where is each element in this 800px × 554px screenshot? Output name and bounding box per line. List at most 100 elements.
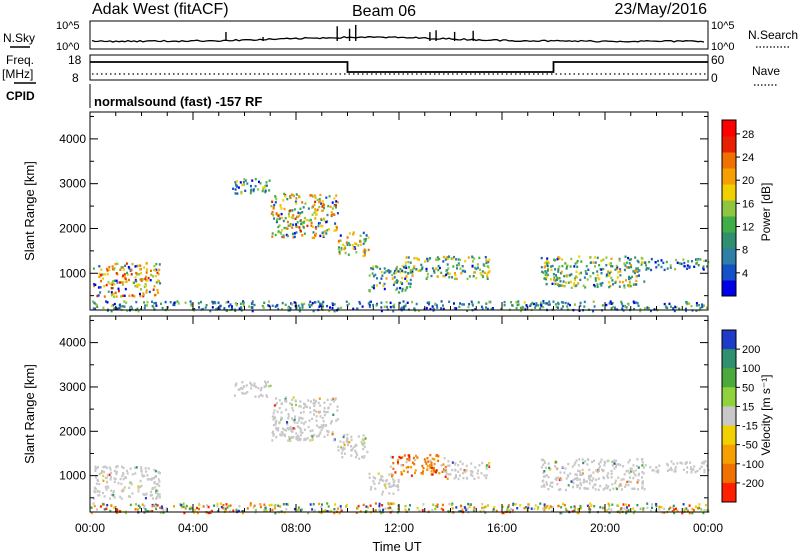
scatter-cell — [99, 286, 102, 289]
scatter-cell — [569, 265, 572, 268]
scatter-cell — [173, 303, 176, 307]
scatter-cell — [454, 463, 456, 466]
scatter-cell — [184, 301, 187, 304]
scatter-cell — [286, 426, 289, 430]
scatter-cell — [319, 304, 322, 307]
scatter-cell — [362, 434, 365, 437]
scatter-cell — [373, 509, 376, 513]
scatter-cell — [414, 471, 416, 475]
scatter-cell — [382, 284, 385, 288]
scatter-cell — [122, 268, 125, 271]
scatter-cell — [695, 304, 698, 307]
scatter-cell — [270, 204, 273, 208]
scatter-cell — [98, 493, 101, 497]
scatter-cell — [319, 404, 322, 407]
scatter-cell — [230, 305, 233, 308]
scatter-cell — [609, 488, 612, 492]
scatter-cell — [554, 461, 557, 464]
scatter-cell — [702, 268, 705, 271]
scatter-cell — [415, 268, 418, 271]
scatter-cell — [368, 476, 371, 479]
scatter-cell — [330, 211, 333, 214]
scatter-cell — [260, 386, 263, 390]
scatter-cell — [434, 507, 437, 511]
scatter-cell — [397, 270, 400, 273]
scatter-cell — [617, 271, 620, 274]
scatter-cell — [156, 288, 159, 292]
scatter-cell — [643, 307, 646, 310]
scatter-cell — [702, 462, 705, 465]
scatter-cell — [144, 277, 147, 280]
scatter-cell — [253, 504, 256, 507]
scatter-cell — [259, 505, 262, 509]
scatter-cell — [334, 222, 337, 225]
scatter-cell — [573, 284, 576, 287]
scatter-cell — [299, 416, 302, 420]
scatter-cell — [356, 453, 359, 457]
scatter-cell — [657, 259, 659, 263]
scatter-cell — [283, 226, 286, 230]
y-tick-label: 1000 — [59, 469, 86, 483]
scatter-cell — [327, 204, 330, 208]
scatter-cell — [103, 285, 106, 288]
scatter-cell — [214, 301, 217, 305]
scatter-cell — [268, 179, 271, 182]
scatter-cell — [546, 264, 549, 267]
scatter-cell — [276, 217, 279, 220]
scatter-cell — [663, 507, 666, 510]
scatter-cell — [331, 431, 334, 434]
scatter-cell — [232, 509, 235, 512]
scatter-cell — [468, 505, 471, 508]
scatter-cell — [299, 207, 302, 210]
scatter-cell — [703, 471, 706, 474]
scatter-cell — [114, 262, 117, 266]
scatter-cell — [445, 470, 448, 474]
scatter-cell — [690, 305, 693, 308]
scatter-cell — [593, 505, 596, 508]
scatter-cell — [607, 472, 610, 475]
scatter-cell — [273, 217, 275, 220]
scatter-cell — [122, 274, 124, 277]
scatter-cell — [343, 434, 346, 437]
scatter-cell — [352, 233, 355, 236]
scatter-cell — [459, 267, 462, 270]
scatter-cell — [116, 511, 119, 514]
scatter-cell — [289, 196, 292, 200]
scatter-cell — [142, 506, 145, 509]
scatter-cell — [322, 300, 325, 304]
scatter-cell — [380, 277, 383, 280]
scatter-cell — [608, 263, 611, 266]
scatter-cell — [113, 496, 116, 499]
scatter-cell — [609, 262, 612, 265]
scatter-cell — [592, 477, 595, 480]
scatter-cell — [416, 507, 419, 510]
scatter-cell — [380, 270, 383, 274]
scatter-cell — [303, 428, 306, 431]
scatter-cell — [634, 469, 637, 472]
scatter-cell — [633, 301, 636, 305]
scatter-cell — [313, 203, 316, 207]
scatter-cell — [121, 283, 124, 286]
scatter-cell — [235, 508, 238, 512]
scatter-cell — [333, 204, 336, 208]
scatter-cell — [556, 282, 559, 286]
scatter-cell — [601, 468, 603, 471]
scatter-cell — [695, 302, 698, 305]
scatter-cell — [161, 306, 164, 310]
scatter-cell — [585, 265, 588, 268]
scatter-cell — [149, 494, 152, 497]
scatter-cell — [596, 270, 599, 273]
scatter-cell — [157, 478, 160, 481]
scatter-cell — [638, 274, 640, 277]
scatter-cell — [427, 460, 430, 463]
scatter-cell — [651, 469, 654, 472]
scatter-cell — [425, 462, 428, 465]
scatter-cell — [493, 506, 496, 509]
scatter-cell — [259, 393, 262, 397]
scatter-cell — [605, 256, 608, 259]
scatter-cell — [298, 419, 300, 422]
scatter-cell — [646, 267, 648, 270]
scatter-cell — [594, 256, 597, 259]
scatter-cell — [154, 293, 157, 297]
